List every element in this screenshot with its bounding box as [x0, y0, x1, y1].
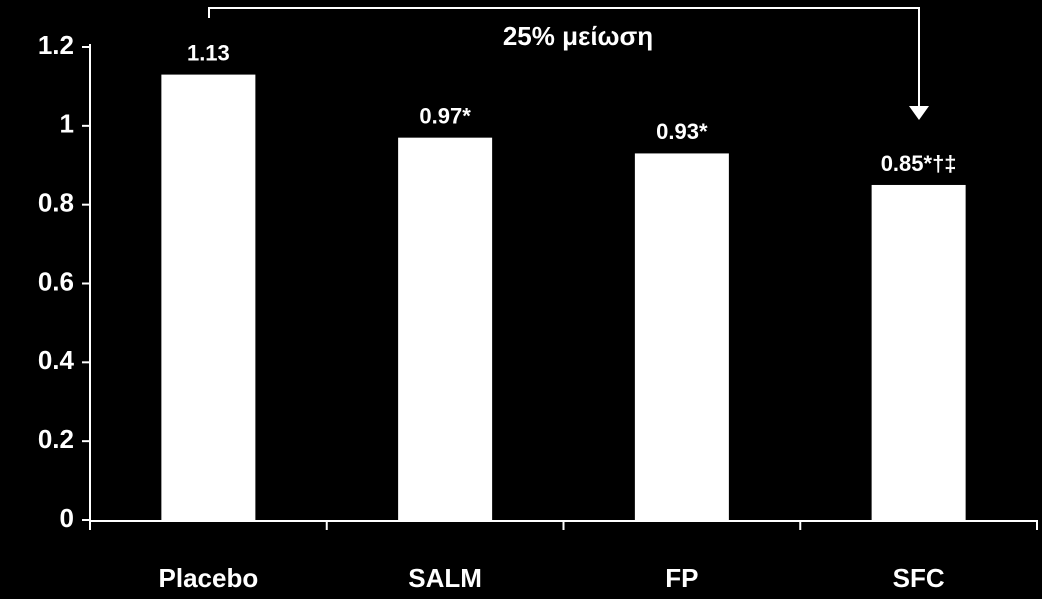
arrow-head [909, 106, 929, 120]
value-label: 0.85*†‡ [881, 151, 957, 176]
x-tick-label: SALM [408, 563, 482, 593]
x-tick-label: FP [665, 563, 698, 593]
y-tick-label: 0.2 [38, 424, 74, 454]
y-tick-label: 1.2 [38, 30, 74, 60]
annotation: 25% μείωση [503, 21, 653, 51]
value-label: 0.97* [419, 103, 471, 128]
x-tick-label: SFC [893, 563, 945, 593]
y-tick-label: 0.6 [38, 266, 74, 296]
value-label: 0.93* [656, 119, 708, 144]
y-tick-label: 0.8 [38, 188, 74, 218]
bar [634, 153, 729, 521]
bar [871, 184, 966, 521]
x-tick-label: Placebo [159, 563, 259, 593]
value-label: 1.13 [187, 40, 230, 65]
y-tick-label: 0.4 [38, 345, 75, 375]
comparison-bracket [208, 7, 920, 108]
y-tick-label: 1 [60, 109, 74, 139]
bar [161, 74, 256, 520]
y-tick-label: 0 [60, 503, 74, 533]
bar [398, 137, 493, 521]
